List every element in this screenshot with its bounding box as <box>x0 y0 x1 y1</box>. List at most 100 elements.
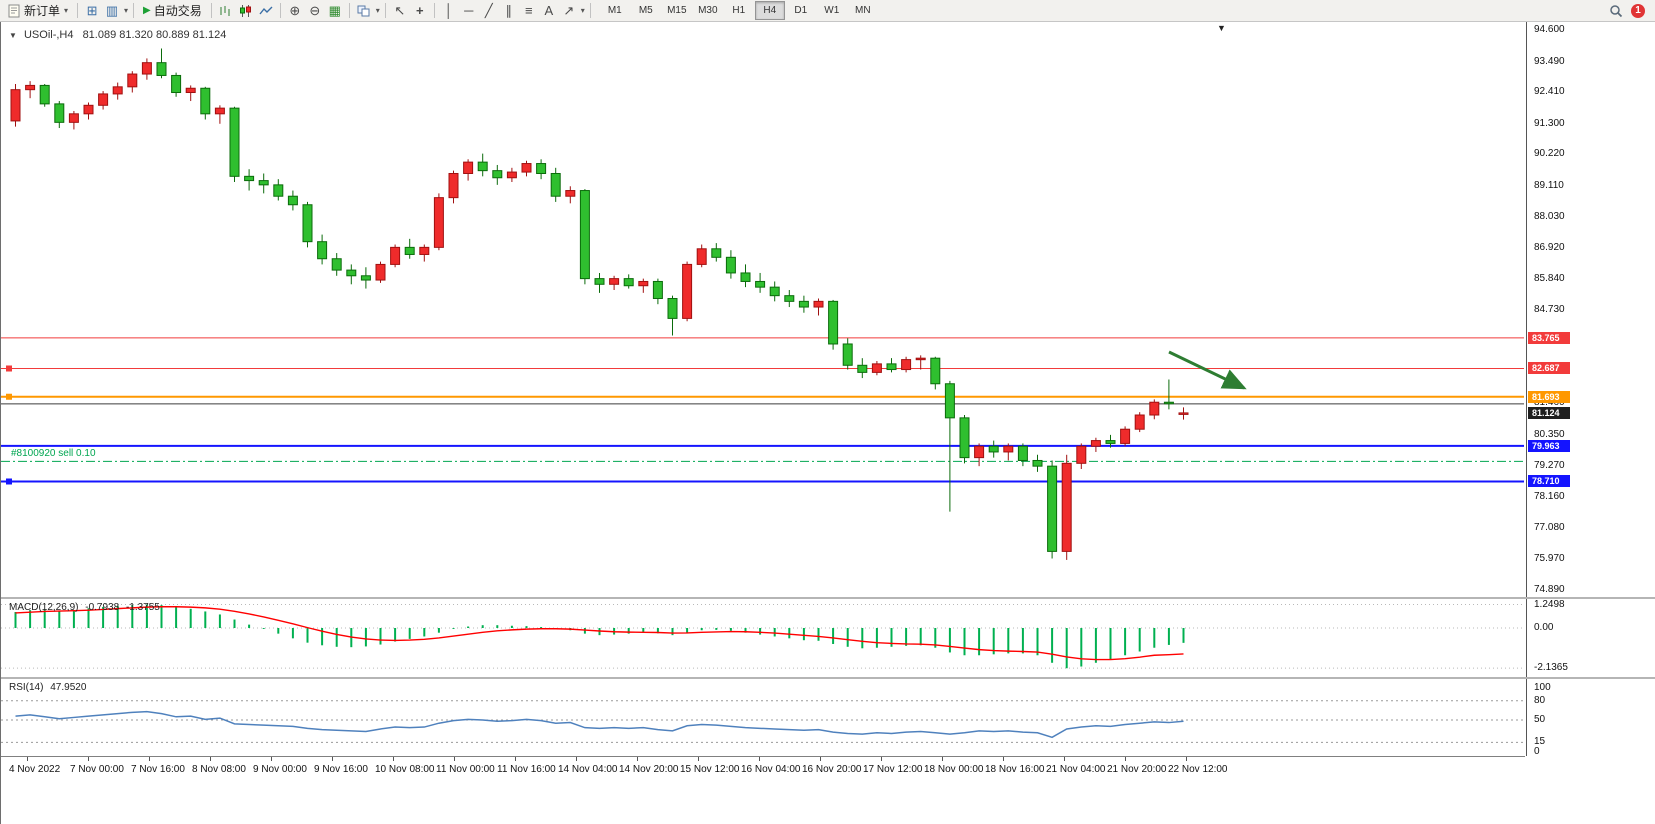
timeframe-M5[interactable]: M5 <box>638 5 653 16</box>
price-axis-label: 93.490 <box>1534 55 1565 67</box>
time-axis[interactable]: 4 Nov 2022 7 Nov 00:00 7 Nov 16:00 8 Nov 08… <box>1 756 1525 781</box>
arrows-tool-icon[interactable]: ↗ <box>563 2 575 18</box>
candle <box>273 179 284 201</box>
candle <box>1105 434 1116 448</box>
timeframe-M30[interactable]: M30 <box>698 5 718 16</box>
toolbar-separator <box>348 3 350 18</box>
chart-title: ▼ USOil-,H4 81.089 81.320 80.889 81.124 <box>9 29 226 41</box>
cursor-icon[interactable]: ↖ <box>394 2 406 18</box>
profiles-icon[interactable]: ▥ <box>105 2 119 18</box>
price-axis-label: 74.890 <box>1534 584 1565 596</box>
horizontal-line-tool-icon[interactable]: ─ <box>464 3 474 18</box>
candle <box>1003 443 1014 461</box>
candle <box>404 238 415 259</box>
one-click-trading-toggle[interactable]: ▼ <box>9 31 17 40</box>
timeframe-H4[interactable]: H4 <box>754 1 785 20</box>
timeline-label: 8 Nov 08:00 <box>192 764 246 775</box>
timeframe-D1[interactable]: D1 <box>794 5 808 16</box>
rsi-line <box>15 710 1184 739</box>
timeframe-M15[interactable]: M15 <box>667 5 687 16</box>
chevron-down-icon[interactable]: ▾ <box>64 6 69 15</box>
channel-tool-icon[interactable]: ∥ <box>505 2 513 18</box>
autotrading-button[interactable]: ▶ 自动交易 <box>139 1 206 21</box>
candle <box>886 358 897 373</box>
trendline-tool-icon[interactable]: ╱ <box>484 2 493 18</box>
timeline-label: 11 Nov 00:00 <box>436 764 495 775</box>
candle <box>419 244 430 262</box>
timeline-tick <box>698 757 699 761</box>
timeline-label: 16 Nov 04:00 <box>741 764 801 775</box>
candle <box>127 71 138 93</box>
timeframe-W1[interactable]: W1 <box>824 5 840 16</box>
timeline-tick <box>27 757 28 761</box>
crosshair-icon[interactable]: + <box>415 3 424 18</box>
autotrading-label: 自动交易 <box>153 4 202 18</box>
price-axis[interactable]: 94.600 93.490 92.410 91.300 90.220 89.110 88.0… <box>1526 22 1655 757</box>
panel-separator[interactable] <box>1 677 1655 679</box>
text-tool-icon[interactable]: A <box>544 3 554 18</box>
candle <box>1017 443 1028 467</box>
tile-windows-icon[interactable] <box>355 2 373 20</box>
timeframe-H1[interactable]: H1 <box>732 5 746 16</box>
timeline-tick <box>332 757 333 761</box>
chevron-down-icon[interactable]: ▾ <box>124 6 129 15</box>
panel-separator[interactable] <box>1 597 1655 599</box>
timeline-tick <box>88 757 89 761</box>
chart-shift-marker[interactable]: ▼ <box>1217 23 1226 33</box>
candle <box>258 173 269 194</box>
chevron-down-icon[interactable]: ▾ <box>580 6 585 15</box>
line-handle[interactable] <box>6 478 12 485</box>
price-axis-label: 77.080 <box>1534 521 1565 533</box>
zoom-in-icon[interactable]: ⊕ <box>289 2 301 18</box>
grid-icon[interactable]: ▦ <box>328 2 341 18</box>
fibonacci-tool-icon[interactable]: ≡ <box>524 3 533 18</box>
candle <box>711 243 722 262</box>
toolbar-separator <box>133 3 135 18</box>
price-badge: 83.765 <box>1528 331 1570 344</box>
rsi-panel[interactable] <box>1 679 1524 755</box>
notification-badge[interactable]: 1 <box>1631 3 1645 18</box>
candle <box>1032 454 1043 472</box>
candle <box>98 91 109 110</box>
position-label[interactable]: #8100920 sell 0.10 <box>11 448 96 460</box>
vertical-line-tool-icon[interactable]: │ <box>444 3 453 18</box>
candle <box>521 160 532 177</box>
new-order-button[interactable]: 新订单 ▾ <box>4 1 72 21</box>
search-icon[interactable] <box>1607 2 1625 20</box>
candle <box>1076 443 1087 469</box>
timeline-tick <box>1064 757 1065 761</box>
new-order-label: 新订单 <box>24 4 61 18</box>
rsi-axis-label: 0 <box>1534 746 1540 757</box>
line-chart-icon[interactable] <box>257 2 275 20</box>
candle <box>1120 426 1131 447</box>
candlestick-chart-icon[interactable] <box>237 2 255 20</box>
chevron-down-icon[interactable]: ▾ <box>375 6 380 15</box>
timeline-label: 17 Nov 12:00 <box>863 764 923 775</box>
candle <box>871 361 882 376</box>
timeline-tick <box>1125 757 1126 761</box>
trend-arrow[interactable] <box>1168 350 1247 390</box>
line-handle[interactable] <box>6 365 12 372</box>
timeframe-toolbar: M1 M5 M15 M30 H1 H4 D1 W1 MN <box>600 1 878 20</box>
macd-panel[interactable] <box>1 599 1524 677</box>
timeframe-M1[interactable]: M1 <box>607 5 622 16</box>
price-chart[interactable] <box>1 22 1524 598</box>
new-order-icon <box>8 4 20 17</box>
candle <box>930 356 941 390</box>
candle <box>1061 454 1072 560</box>
toolbar-separator <box>433 3 435 18</box>
line-handle[interactable] <box>6 393 12 400</box>
macd-label: MACD(12,26,9) -0.7938 -1.3755 <box>9 602 160 613</box>
candle <box>287 190 298 211</box>
timeline-tick <box>393 757 394 761</box>
candle <box>769 281 780 302</box>
candle <box>550 167 561 202</box>
candle <box>492 164 503 185</box>
price-axis-label: 88.030 <box>1534 210 1565 222</box>
bar-chart-icon[interactable] <box>217 2 235 20</box>
zoom-out-icon[interactable]: ⊖ <box>309 2 321 18</box>
candle <box>623 274 634 289</box>
new-chart-icon[interactable]: ⊞ <box>86 2 98 18</box>
timeframe-MN[interactable]: MN <box>855 5 871 16</box>
candle <box>1149 399 1160 420</box>
